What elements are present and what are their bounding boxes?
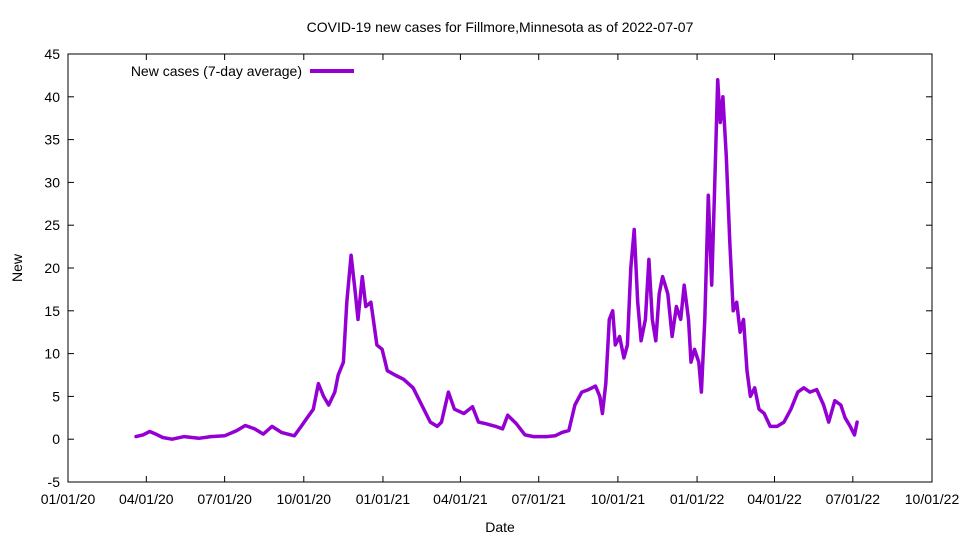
x-tick-label: 10/01/21 [591,491,646,507]
y-tick-label: 0 [52,431,60,447]
y-tick-label: -5 [48,474,61,490]
x-tick-label: 07/01/22 [826,491,881,507]
x-tick-label: 04/01/20 [119,491,174,507]
x-tick-label: 07/01/20 [197,491,252,507]
plot-frame [67,53,933,483]
x-tick-label: 07/01/21 [511,491,566,507]
x-tick-label: 01/01/21 [356,491,411,507]
y-tick-label: 10 [44,346,60,362]
axis-ticks: -5 0 5 10 15 20 25 30 35 40 45 01/01/20 04/01/20 07/0… [41,46,960,507]
series-line [134,77,859,441]
x-tick-label: 01/01/20 [41,491,96,507]
legend: New cases (7-day average) [131,63,354,79]
y-axis-label: New [9,253,25,282]
x-tick-label: 10/01/22 [905,491,960,507]
series-lines [134,77,859,441]
y-tick-label: 40 [44,89,60,105]
y-tick-label: 15 [44,303,60,319]
legend-entry-label: New cases (7-day average) [131,63,302,79]
x-tick-label: 10/01/20 [277,491,332,507]
y-tick-label: 20 [44,260,60,276]
x-tick-label: 01/01/22 [670,491,725,507]
x-axis-label: Date [485,519,515,535]
y-tick-label: 35 [44,132,60,148]
y-tick-label: 25 [44,217,60,233]
y-tick-label: 5 [52,388,60,404]
y-tick-label: 30 [44,174,60,190]
y-tick-label: 45 [44,46,60,62]
chart-title: COVID-19 new cases for Fillmore,Minnesot… [307,19,694,35]
x-tick-label: 04/01/21 [433,491,488,507]
x-tick-label: 04/01/22 [747,491,802,507]
